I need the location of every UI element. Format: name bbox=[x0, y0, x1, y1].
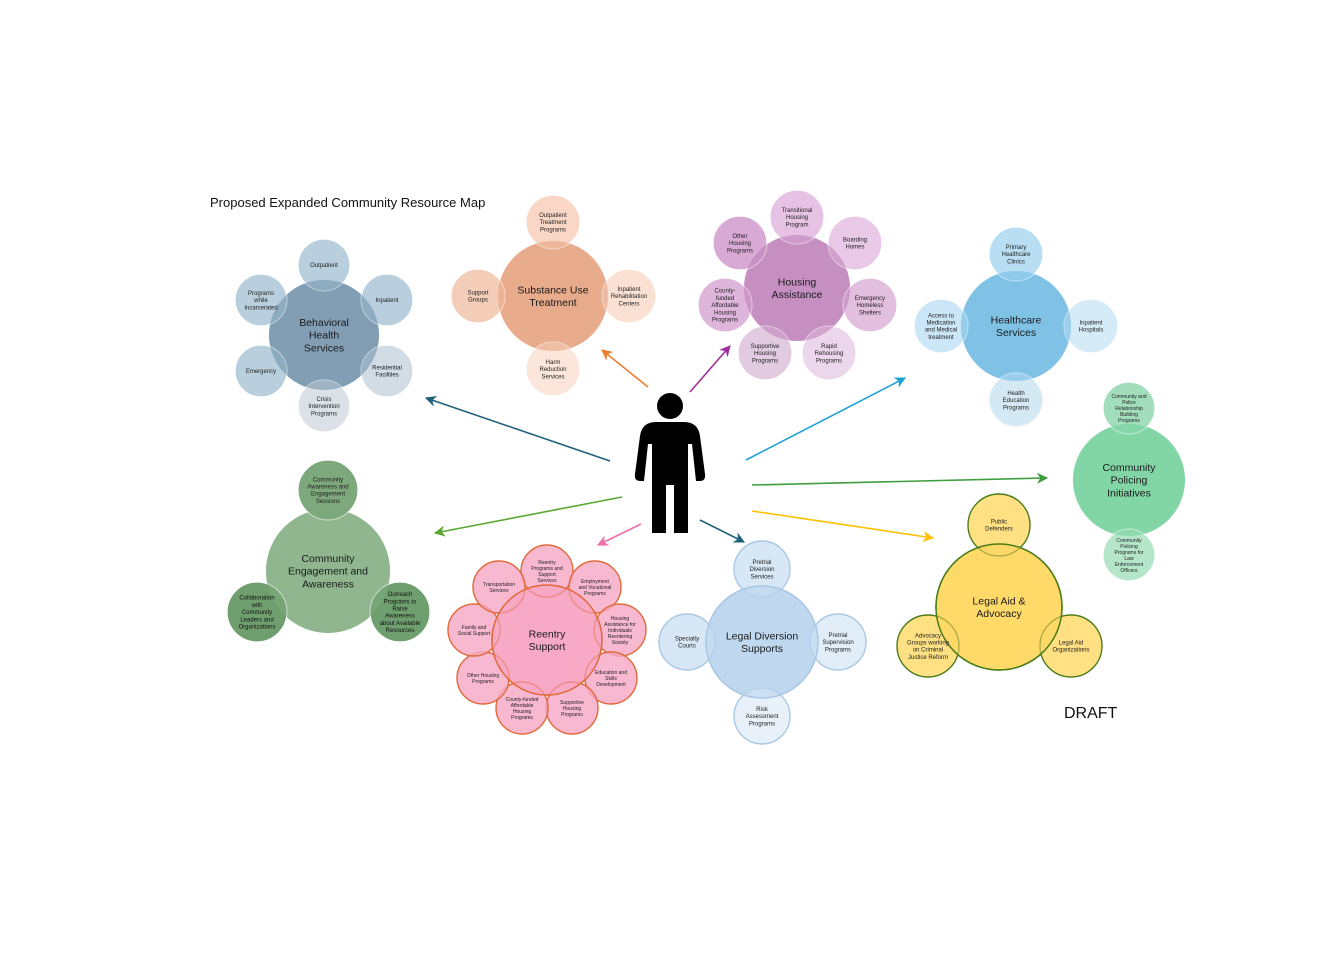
cluster-reentry-satellite-label-7: Family and Social Support bbox=[458, 625, 491, 637]
cluster-reentry: Reentry Programs and Support Services Employ… bbox=[447, 544, 647, 735]
cluster-housing-satellite-label-1: Boarding Homes bbox=[843, 238, 867, 251]
cluster-policing-satellite-label-0: Community and Police Relationship Building P… bbox=[1111, 394, 1146, 424]
cluster-behavioral: Outpatient Inpatient Residential Facilities… bbox=[234, 238, 414, 433]
cluster-healthcare-satellite-label-0: Primary Healthcare Clinics bbox=[1001, 245, 1031, 265]
arrows-layer bbox=[424, 345, 1049, 546]
cluster-reentry-satellite-label-4: Supportive Housing Programs bbox=[560, 700, 584, 718]
cluster-reentry-satellite-label-8: Transportation Services bbox=[483, 582, 515, 594]
cluster-legaldiv-satellite-label-3: Specialty Courts bbox=[675, 637, 699, 650]
cluster-behavioral-satellite-label-1: Inpatient bbox=[375, 298, 398, 304]
cluster-healthcare-satellite-label-2: Health Education Programs bbox=[1003, 391, 1030, 411]
arrow-to-housing bbox=[689, 345, 731, 393]
cluster-legaldiv-satellite-label-1: Pretrial Supervision Programs bbox=[822, 633, 853, 653]
cluster-legalaid-satellite-label-0: Public Defenders bbox=[985, 520, 1013, 533]
arrow-to-behavioral bbox=[424, 395, 611, 462]
cluster-housing-satellite-label-0: Transitional Housing Program bbox=[782, 208, 813, 228]
page-title: Proposed Expanded Community Resource Map bbox=[210, 195, 486, 210]
arrow-to-legalaid bbox=[751, 510, 935, 543]
cluster-housing-satellite-label-6: Other Housing Programs bbox=[727, 234, 753, 254]
cluster-behavioral-satellite-label-5: Programs while Incarcerated bbox=[244, 291, 277, 311]
cluster-behavioral-satellite-label-4: Emergency bbox=[246, 369, 276, 375]
cluster-behavioral-center-overlay bbox=[269, 280, 379, 390]
cluster-substance-satellite-label-2: Harm Reduction Services bbox=[539, 360, 566, 380]
cluster-reentry-satellite-label-5: County-funded Affordable Housing Programs bbox=[506, 697, 539, 721]
cluster-reentry-satellite-label-3: Education and Skills Development bbox=[595, 670, 627, 688]
cluster-housing-satellite-label-3: Rapid Rehousing Programs bbox=[815, 344, 844, 364]
cluster-reentry-satellite-label-1: Employment and Vocational Programs bbox=[579, 579, 612, 597]
cluster-legalaid-label: Legal Aid & Advocacy bbox=[972, 595, 1025, 620]
cluster-policing-label: Community Policing Initiatives bbox=[1102, 462, 1156, 499]
arrow-to-healthcare bbox=[745, 377, 906, 461]
cluster-community-satellite-label-1: Outreach Programs to Raise Awareness about A… bbox=[380, 592, 421, 634]
cluster-healthcare-satellite-label-1: Inpatient Hospitals bbox=[1079, 321, 1104, 334]
cluster-community-label: Community Engagement and Awareness bbox=[288, 553, 368, 590]
cluster-substance-satellite-label-3: Support Groups bbox=[467, 291, 488, 304]
cluster-legaldiv-satellite-label-2: Risk Assessment Programs bbox=[746, 707, 779, 727]
cluster-healthcare-satellite-label-3: Access to Medication and Medical treatment bbox=[925, 313, 957, 341]
draft-label: DRAFT bbox=[1064, 705, 1118, 722]
arrow-to-substance bbox=[601, 349, 649, 388]
cluster-housing-satellite-1 bbox=[827, 215, 883, 271]
cluster-housing-satellite-label-5: County-funded Affordable Housing Programs bbox=[711, 289, 739, 324]
cluster-reentry-center-overlay bbox=[491, 584, 603, 696]
person-icon bbox=[634, 393, 706, 533]
cluster-healthcare-center-overlay bbox=[961, 271, 1071, 381]
cluster-legaldiv-label: Legal Diversion Supports bbox=[726, 630, 799, 655]
cluster-reentry-satellite-label-2: Housing Assistance for Individuals Reenteri… bbox=[604, 616, 636, 646]
cluster-behavioral-satellite-label-0: Outpatient bbox=[310, 263, 338, 269]
cluster-community-center-overlay bbox=[266, 509, 390, 633]
clusters-layer: Outpatient Inpatient Residential Facilities… bbox=[226, 189, 1185, 745]
cluster-housing-label: Housing Assistance bbox=[772, 276, 823, 301]
cluster-reentry-satellite-label-6: Other Housing Programs bbox=[467, 673, 499, 685]
cluster-community: Community Awareness and Engagement Sessions… bbox=[226, 459, 431, 643]
cluster-policing-center-overlay bbox=[1073, 424, 1185, 536]
cluster-reentry-satellite-label-0: Reentry Programs and Support Services bbox=[531, 560, 563, 584]
cluster-healthcare: Primary Healthcare Clinics Inpatient Hospita… bbox=[913, 226, 1119, 428]
cluster-community-satellite-label-2: Collaboration with Community Leaders and Org… bbox=[238, 596, 275, 631]
cluster-behavioral-label: Behavioral Health Services bbox=[299, 317, 349, 354]
cluster-behavioral-satellite-label-3: Crisis Intervention Programs bbox=[308, 397, 339, 417]
cluster-substance-label: Substance Use Treatment bbox=[517, 284, 588, 309]
cluster-substance-center-overlay bbox=[498, 241, 608, 351]
cluster-legalaid-satellite-label-1: Legal Aid Organizations bbox=[1052, 641, 1089, 654]
arrow-to-policing bbox=[751, 472, 1049, 486]
cluster-behavioral-satellite-label-2: Residential Facilities bbox=[372, 366, 402, 379]
cluster-legaldiv-satellite-label-0: Pretrial Diversion Services bbox=[749, 560, 774, 580]
cluster-policing: Community and Police Relationship Building P… bbox=[1073, 381, 1185, 582]
arrow-to-reentry bbox=[596, 523, 642, 546]
cluster-healthcare-label: Healthcare Services bbox=[991, 314, 1042, 339]
cluster-substance-satellite-label-1: Inpatient Rehabilitation Centers bbox=[611, 287, 647, 307]
cluster-legaldiv-center-overlay bbox=[705, 585, 819, 699]
cluster-housing-satellite-label-2: Emergency Homeless Shelters bbox=[855, 296, 885, 316]
cluster-community-satellite-label-0: Community Awareness and Engagement Sessions bbox=[307, 477, 348, 505]
cluster-housing-satellite-6 bbox=[712, 215, 768, 271]
arrow-to-legaldiv bbox=[699, 519, 746, 543]
cluster-legalaid-satellite-label-2: Advocacy Groups working on Criminal Justice… bbox=[907, 633, 949, 661]
cluster-legaldiv: Pretrial Diversion Services Pretrial Supervi… bbox=[658, 540, 867, 745]
cluster-legalaid: Public Defenders Legal Aid Organizations Adv… bbox=[896, 493, 1103, 678]
cluster-reentry-label: Reentry Support bbox=[529, 628, 567, 653]
cluster-legalaid-center-overlay bbox=[935, 543, 1063, 671]
cluster-policing-satellite-label-1: Community Policing Programs for Law Enforcem… bbox=[1115, 538, 1144, 574]
cluster-substance-satellite-label-0: Outpatient Treatment Programs bbox=[539, 213, 567, 233]
cluster-housing-center-overlay bbox=[744, 235, 850, 341]
cluster-housing: Transitional Housing Program Boarding Homes E… bbox=[697, 189, 898, 381]
cluster-housing-satellite-label-4: Supportive Housing Programs bbox=[751, 344, 780, 364]
arrow-to-community bbox=[433, 496, 623, 537]
cluster-substance: Outpatient Treatment Programs Inpatient Reha… bbox=[450, 194, 657, 397]
